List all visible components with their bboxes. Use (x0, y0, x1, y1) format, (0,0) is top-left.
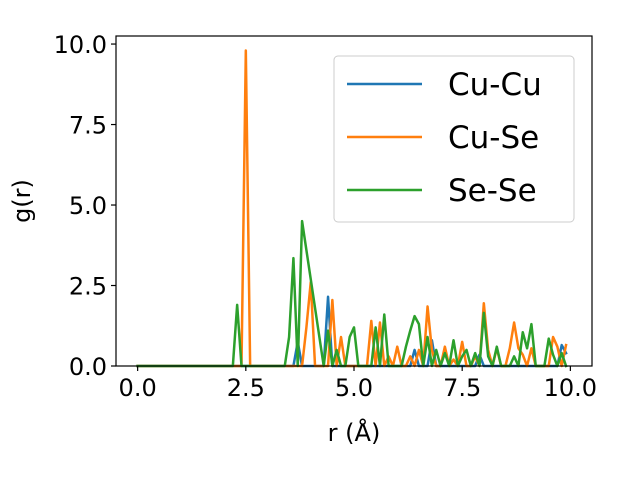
legend-label-cu-se: Cu-Se (448, 120, 539, 156)
series-line-se-se (136, 219, 568, 368)
x-tick-label: 10.0 (544, 374, 597, 402)
legend-label-cu-cu: Cu-Cu (448, 67, 542, 103)
x-axis: 0.0 2.5 5.0 7.5 10.0 (119, 366, 597, 402)
x-axis-label: r (Å) (328, 418, 381, 447)
x-tick-label: 2.5 (227, 374, 265, 402)
y-axis-label: g(r) (8, 179, 36, 223)
legend: Cu-Cu Cu-Se Se-Se (333, 55, 575, 223)
x-tick-label: 0.0 (119, 374, 157, 402)
legend-box (333, 55, 575, 223)
y-tick-label: 0.0 (69, 353, 107, 381)
y-tick-label: 7.5 (69, 112, 107, 140)
y-tick-label: 2.5 (69, 273, 107, 301)
y-tick-label: 5.0 (69, 192, 107, 220)
x-tick-label: 7.5 (443, 374, 481, 402)
y-axis: 0.0 2.5 5.0 7.5 10.0 (54, 31, 116, 381)
y-tick-label: 10.0 (54, 31, 107, 59)
x-tick-label: 5.0 (335, 374, 373, 402)
legend-label-se-se: Se-Se (448, 173, 537, 209)
